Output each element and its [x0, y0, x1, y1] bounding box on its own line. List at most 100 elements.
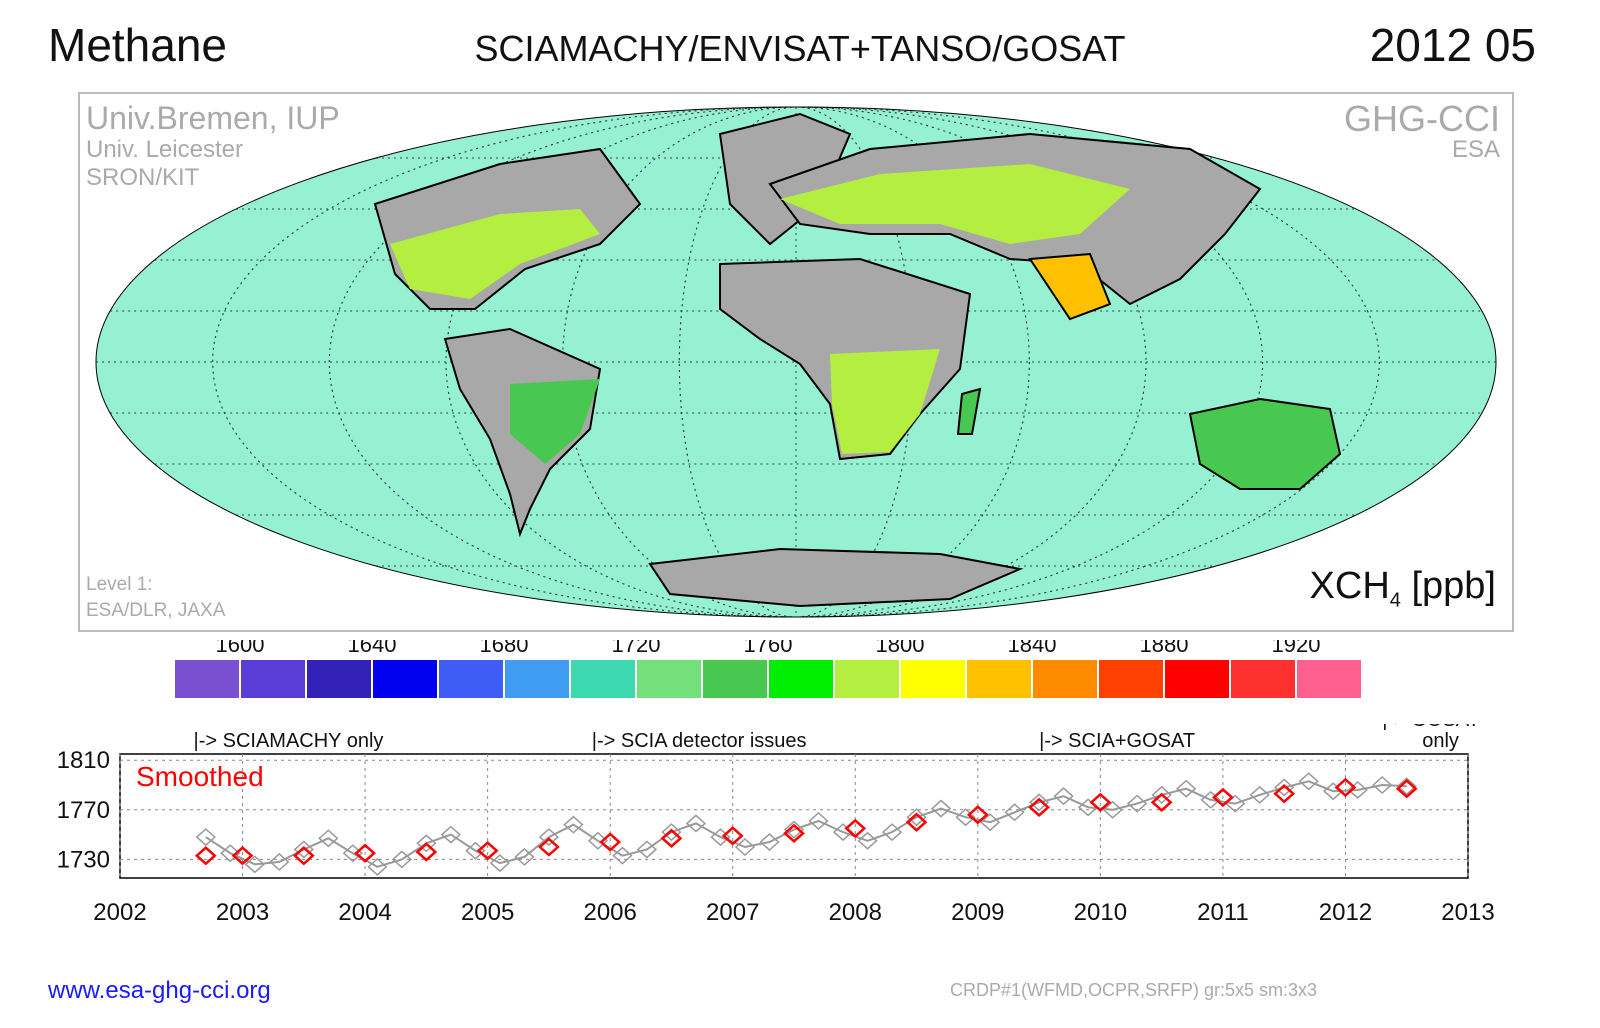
australia [1188, 397, 1342, 490]
raw-series-point [1151, 785, 1172, 804]
raw-series-point [391, 850, 412, 869]
raw-series-point [1347, 780, 1368, 799]
x-tick-label: 2006 [583, 899, 636, 926]
colorbar-swatch [307, 660, 371, 698]
y-tick-label: 1730 [57, 846, 110, 873]
world-map [95, 106, 1497, 618]
smoothed-series-point [599, 832, 622, 852]
smoothed-series-point [660, 828, 683, 848]
raw-series-point [1028, 793, 1050, 812]
raw-series-point [1102, 800, 1123, 819]
y-tick-label: 1810 [57, 747, 110, 774]
south-america-vegetation [510, 379, 600, 464]
smoothed-series-point [415, 842, 438, 862]
colorbar-tick-label: 1920 [1272, 640, 1321, 657]
raw-series-point [783, 820, 805, 839]
colorbar-tick-label: 1640 [348, 640, 397, 657]
europe-asia-vegetation [780, 164, 1130, 244]
raw-series-point [1004, 803, 1025, 822]
y-tick-label: 1770 [57, 797, 110, 824]
website-link[interactable]: www.esa-ghg-cci.org [48, 977, 271, 1004]
smoothed-series-point [476, 841, 499, 861]
smoothed-series-point [1395, 779, 1418, 799]
level1-label: Level 1: [86, 574, 153, 595]
raw-series-point [195, 828, 216, 847]
raw-series-point [955, 808, 976, 827]
africa-vegetation [830, 349, 940, 454]
colorbar-swatch [439, 660, 503, 698]
raw-series-point [1053, 787, 1074, 806]
colorbar-swatch [1165, 660, 1229, 698]
phase-annotation: |-> SCIAMACHY only [194, 730, 384, 752]
raw-series-point [1176, 779, 1197, 798]
colorbar-swatch [637, 660, 701, 698]
madagascar [956, 387, 982, 435]
instrument-label: SCIAMACHY/ENVISAT+TANSO/GOSAT [474, 28, 1126, 69]
raw-series-point [857, 831, 878, 850]
colorbar-swatch [1033, 660, 1097, 698]
colorbar-tick-label: 1720 [612, 640, 661, 657]
smoothed-series-point [1334, 777, 1357, 798]
credit-university-bremen: Univ.Bremen, IUP [86, 100, 340, 136]
smoothed-series-point [783, 823, 805, 844]
colorbar-swatch [505, 660, 569, 698]
credit-esa: ESA [1451, 136, 1500, 163]
x-tick-label: 2010 [1074, 899, 1127, 926]
quantity-label: XCH4 [ppb] [1310, 565, 1496, 613]
raw-series-point [367, 857, 388, 876]
raw-series-point [416, 834, 437, 853]
raw-series-point [612, 846, 633, 865]
colorbar-swatch [769, 660, 833, 698]
raw-series-point [563, 815, 584, 834]
phase-annotation: |-> SCIA+GOSAT [1039, 730, 1195, 752]
colorbar-tick-label: 1800 [876, 640, 925, 657]
plot-area [119, 753, 1469, 879]
smoothed-series-point [1089, 792, 1112, 813]
land-masses [373, 112, 1342, 608]
quantity-name: XCH [1309, 565, 1390, 607]
raw-series-point [759, 833, 780, 852]
colorbar-swatch [1297, 660, 1361, 698]
colorbar-swatch [571, 660, 635, 698]
credit-sron-kit: SRON/KIT [86, 164, 200, 191]
colorbar-swatch [1231, 660, 1295, 698]
smoothed-series-point [231, 846, 254, 866]
raw-series-point [440, 825, 462, 844]
raw-series-point [293, 840, 314, 859]
timeseries-chart: 2002 2003 2004 2005 2006 2007 2008 2009 2010 2011… [57, 724, 1495, 926]
colorbar-tick-label: 1760 [744, 640, 793, 657]
south-asia [1028, 252, 1112, 321]
smoothed-series-point [721, 826, 744, 846]
x-tick-label: 2002 [93, 899, 146, 926]
raw-series-point [1372, 775, 1393, 795]
credit-university-leicester: Univ. Leicester [86, 136, 243, 163]
level1-source: ESA/DLR, JAXA [86, 600, 226, 621]
smoothed-series-point [1028, 797, 1050, 817]
colorbar-swatch [1099, 660, 1163, 698]
x-tick-label: 2011 [1197, 899, 1249, 926]
raw-series-point [1396, 777, 1417, 796]
colorbar-tick-label: 1600 [216, 640, 265, 657]
x-tick-label: 2005 [461, 899, 514, 926]
x-tick-label: 2012 [1319, 899, 1372, 926]
raw-series-point [1274, 778, 1295, 797]
raw-series-point [1200, 790, 1221, 809]
smoothed-series-point [966, 805, 989, 825]
north-america-vegetation [390, 209, 600, 299]
product-note: CRDP#1(WFMD,OCPR,SRFP) gr:5x5 sm:3x3 [950, 980, 1318, 1000]
x-tick-label: 2008 [829, 899, 882, 926]
graticule-meridian [328, 106, 1264, 618]
raw-series-point [636, 840, 658, 859]
raw-series-point [318, 829, 339, 848]
smoothed-series-point [538, 837, 560, 857]
colorbar-tick-label: 1840 [1008, 640, 1057, 657]
colorbar-swatch [175, 660, 239, 698]
raw-series-point [906, 808, 927, 827]
raw-series-point [244, 855, 265, 874]
raw-series-point [489, 854, 511, 873]
smoothed-series-point [1150, 792, 1173, 813]
legend-smoothed: Smoothed [136, 761, 264, 792]
raw-series-point [685, 814, 707, 833]
colorbar-swatch [967, 660, 1031, 698]
credit-ghg-cci: GHG-CCI [1344, 98, 1500, 139]
